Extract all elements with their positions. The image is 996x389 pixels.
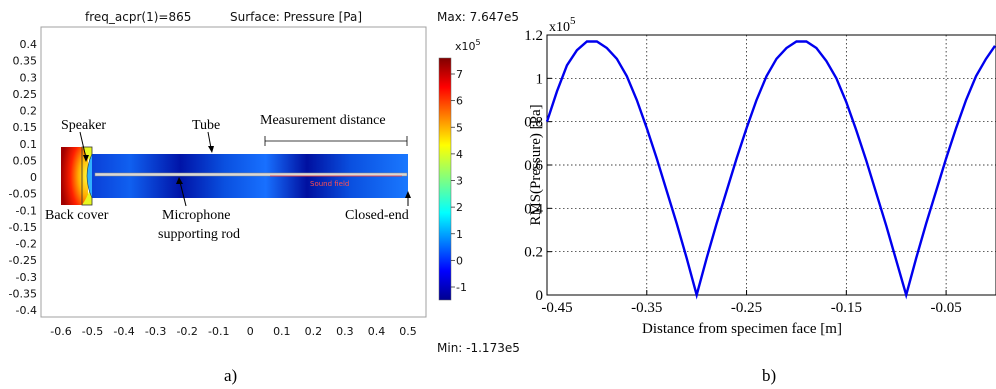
panel-b-x-ticks: -0.45 -0.35 -0.25 -0.15 -0.05 bbox=[541, 290, 962, 316]
x-tick-label: -0.45 bbox=[541, 300, 572, 316]
panel-a-x-tick-label: -0.2 bbox=[176, 325, 197, 338]
panel-a-x-tick-label: 0.1 bbox=[273, 325, 291, 338]
panel-a-x-ticks: -0.6 -0.5 -0.4 -0.3 -0.2 -0.1 0 0.1 0.2 0.3 0.4 0.5 bbox=[50, 325, 416, 338]
panel-a-y-tick-label: 0 bbox=[30, 171, 37, 184]
y-axis-label: RMS(Pressure) [Pa] bbox=[528, 104, 544, 225]
caption-b: b) bbox=[762, 366, 776, 385]
x-tick-label: -0.05 bbox=[930, 300, 961, 316]
colorbar-tick-label: 2 bbox=[456, 201, 463, 214]
panel-a: freq_acpr(1)=865 Surface: Pressure [Pa] … bbox=[9, 10, 520, 385]
panel-a-x-tick-label: -0.1 bbox=[208, 325, 229, 338]
panel-a-y-tick-label: 0.05 bbox=[13, 154, 38, 167]
y-tick-label: 0.2 bbox=[524, 245, 543, 261]
x-tick-label: -0.15 bbox=[831, 300, 862, 316]
panel-a-title-left: freq_acpr(1)=865 bbox=[85, 10, 191, 24]
panel-a-x-tick-label: -0.6 bbox=[50, 325, 71, 338]
panel-a-y-tick-label: 0.25 bbox=[13, 88, 38, 101]
panel-a-y-tick-label: -0.35 bbox=[9, 287, 37, 300]
panel-a-y-tick-label: -0.25 bbox=[9, 254, 37, 267]
panel-a-x-tick-label: 0 bbox=[247, 325, 254, 338]
panel-a-x-tick-label: -0.4 bbox=[113, 325, 134, 338]
x-axis-label: Distance from specimen face [m] bbox=[642, 321, 842, 337]
y-tick-label: 0.6 bbox=[524, 158, 543, 174]
rod-arrowhead bbox=[176, 177, 183, 184]
panel-b: 00.20.40.60.811.2 -0.45 -0.35 -0.25 -0.15 -0… bbox=[524, 15, 996, 385]
colorbar-ticks: 7 6 5 4 3 2 1 0 -1 bbox=[451, 68, 467, 294]
panel-a-x-tick-label: 0.3 bbox=[336, 325, 354, 338]
speaker-membrane bbox=[86, 153, 93, 199]
y-tick-label: 1 bbox=[536, 71, 544, 87]
microphone-label-line1: Microphone bbox=[162, 208, 230, 223]
microphone-label-line2: supporting rod bbox=[158, 227, 240, 242]
colorbar bbox=[438, 57, 452, 301]
microphone-rod bbox=[94, 172, 408, 177]
panel-b-y-ticks: 0 0.2 0.4 0.6 0.8 1 1.2 bbox=[524, 28, 552, 304]
panel-a-y-tick-label: -0.05 bbox=[9, 188, 37, 201]
panel-a-y-tick-label: 0.15 bbox=[13, 121, 38, 134]
tube-arrowhead bbox=[208, 146, 214, 153]
panel-a-y-tick-label: -0.15 bbox=[9, 221, 37, 234]
colorbar-tick-label: 6 bbox=[456, 95, 463, 108]
y-tick-label: 0.8 bbox=[524, 115, 543, 131]
panel-a-y-tick-label: 0.2 bbox=[20, 105, 38, 118]
colorbar-tick-label: 0 bbox=[456, 254, 463, 267]
rms-pressure-line bbox=[545, 40, 996, 300]
y-tick-label: 1.2 bbox=[524, 28, 543, 44]
colorbar-exponent: x105 bbox=[455, 38, 481, 53]
panel-a-y-tick-label: -0.1 bbox=[16, 204, 37, 217]
panel-a-y-tick-label: -0.2 bbox=[16, 238, 37, 251]
speaker-label: Speaker bbox=[61, 118, 106, 133]
caption-a: a) bbox=[224, 366, 237, 385]
colorbar-tick-label: 4 bbox=[456, 148, 463, 161]
panel-a-x-tick-label: 0.5 bbox=[399, 325, 417, 338]
closed-end-label: Closed-end bbox=[345, 208, 409, 223]
speaker-arrow bbox=[79, 131, 87, 159]
tube-label: Tube bbox=[192, 118, 220, 133]
panel-a-min-label: Min: -1.173e5 bbox=[437, 341, 520, 355]
colorbar-tick-label: 3 bbox=[456, 175, 463, 188]
x-tick-label: -0.35 bbox=[631, 300, 662, 316]
colorbar-tick-label: -1 bbox=[456, 281, 467, 294]
panel-a-title: Surface: Pressure [Pa] bbox=[230, 10, 362, 24]
speaker-field bbox=[61, 147, 88, 205]
speaker-arrowhead bbox=[83, 155, 89, 162]
panel-a-x-tick-label: 0.2 bbox=[305, 325, 323, 338]
closed-end-arrowhead bbox=[405, 191, 411, 198]
colorbar-tick-label: 7 bbox=[456, 68, 463, 81]
rod-arrow bbox=[179, 181, 187, 207]
tube-arrow bbox=[207, 131, 212, 149]
panel-a-x-tick-label: -0.3 bbox=[145, 325, 166, 338]
y-tick-label: 0 bbox=[536, 288, 544, 304]
panel-a-y-tick-label: 0.4 bbox=[20, 38, 38, 51]
panel-a-y-tick-label: 0.1 bbox=[20, 138, 38, 151]
colorbar-tick-label: 1 bbox=[456, 228, 463, 241]
panel-a-x-tick-label: 0.4 bbox=[368, 325, 386, 338]
panel-a-y-ticks: 0.4 0.35 0.3 0.25 0.2 0.15 0.1 0.05 0 -0.05 -0.1 -0… bbox=[9, 38, 37, 317]
x-tick-label: -0.25 bbox=[731, 300, 762, 316]
panel-a-y-tick-label: 0.35 bbox=[13, 55, 38, 68]
panel-a-max-label: Max: 7.647e5 bbox=[437, 10, 519, 24]
panel-a-y-tick-label: -0.4 bbox=[16, 304, 37, 317]
y-tick-label: 0.4 bbox=[524, 201, 543, 217]
back-cover-label: Back cover bbox=[45, 208, 109, 223]
panel-a-y-tick-label: -0.3 bbox=[16, 271, 37, 284]
measurement-distance-label: Measurement distance bbox=[260, 113, 386, 128]
panel-a-y-tick-label: 0.3 bbox=[20, 71, 38, 84]
sound-field-label: Sound field bbox=[310, 180, 349, 188]
panel-b-grid bbox=[547, 35, 996, 295]
panel-a-x-tick-label: -0.5 bbox=[82, 325, 103, 338]
colorbar-tick-label: 5 bbox=[456, 121, 463, 134]
y-axis-exponent: x105 bbox=[549, 15, 576, 35]
